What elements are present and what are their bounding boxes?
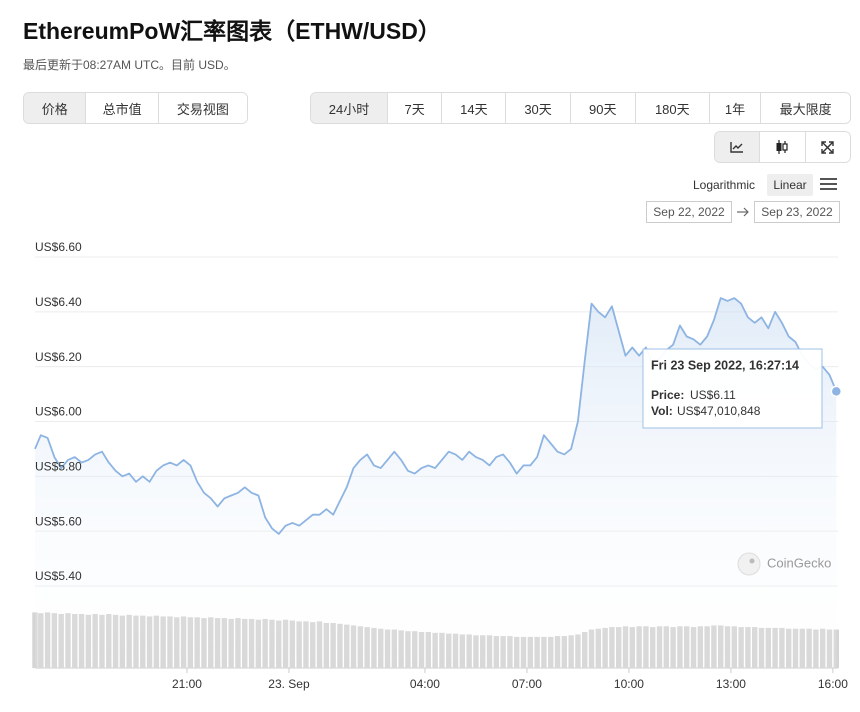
menu-button[interactable] [820,177,837,191]
chart-type-group [714,131,851,163]
y-tick-label: US$6.20 [35,350,82,364]
price-area [35,298,837,668]
price-line [34,297,838,535]
tab-button[interactable]: 交易视图 [158,93,247,123]
subtitle: 最后更新于08:27AM UTC。目前 USD。 [23,58,236,72]
range-group: 24小时 7天 14天 30天 90天 180天 1年 最大限度 [310,92,851,124]
x-tick-label: 21:00 [172,677,202,691]
x-tick-label: 10:00 [614,677,644,691]
page-title: EthereumPoW汇率图表（ETHW/USD） [23,18,441,44]
date-from-input[interactable]: Sep 22, 2022 [646,201,732,223]
fullscreen-button[interactable] [805,132,850,162]
x-tick-label: 07:00 [512,677,542,691]
y-tick-label: US$5.40 [35,569,82,583]
y-tick-label: US$6.00 [35,405,82,419]
range-button[interactable]: 24小时 [311,93,388,123]
range-button[interactable]: 最大限度 [761,93,850,123]
tooltip-vol-label: Vol: [651,404,673,418]
watermark-text: CoinGecko [767,555,831,570]
log-scale-button[interactable]: Logarithmic [692,178,756,192]
y-tick-label: US$5.80 [35,460,82,474]
range-button[interactable]: 90天 [570,93,636,123]
tooltip-title: Fri 23 Sep 2022, 16:27:14 [651,358,799,372]
expand-icon [821,140,835,154]
date-to-input[interactable]: Sep 23, 2022 [754,201,840,223]
date-arrow [737,207,749,217]
linear-scale-button[interactable]: Linear [767,174,813,196]
tab-button[interactable]: 价格 [24,93,87,123]
tab-group: 价格 总市值 交易视图 [23,92,248,124]
x-tick-label: 16:00 [818,677,848,691]
tab-button[interactable]: 总市值 [86,93,159,123]
y-tick-label: US$6.60 [35,240,82,254]
hover-marker [830,385,843,398]
y-tick-label: US$5.60 [35,514,82,528]
y-tick-label: US$6.40 [35,295,82,309]
watermark: CoinGecko [737,552,831,576]
tooltip-price-label: Price: [651,388,684,402]
x-tick-label: 13:00 [716,677,746,691]
line-chart-button[interactable] [715,132,761,162]
range-button[interactable]: 14天 [442,93,507,123]
candle-chart-button[interactable] [760,132,806,162]
x-tick-label: 04:00 [410,677,440,691]
range-button[interactable]: 1年 [709,93,762,123]
volume-bar [833,629,840,668]
tooltip-price: US$6.11 [690,388,736,402]
candle-icon [776,140,789,154]
range-button[interactable]: 7天 [388,93,443,123]
line-icon [730,142,744,153]
range-button[interactable]: 180天 [635,93,710,123]
range-button[interactable]: 30天 [506,93,571,123]
tooltip-box [642,348,823,429]
tooltip-vol: US$47,010,848 [677,404,761,418]
x-tick-label: 23. Sep [268,677,310,691]
